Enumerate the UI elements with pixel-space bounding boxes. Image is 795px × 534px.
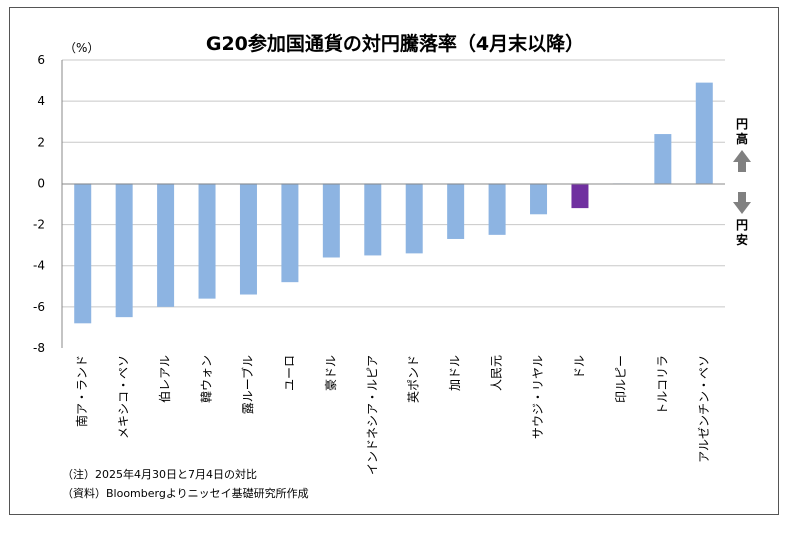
y-tick-label: 0 [37,176,45,190]
up-arrow-icon [733,150,751,172]
chart-frame [9,7,779,515]
y-tick-label: 4 [37,94,45,108]
y-tick-label: 6 [37,53,45,67]
x-category-label: トルコリラ [655,355,669,415]
x-category-label: 露ルーブル [240,355,255,414]
bars [74,82,713,324]
note-line: （注）2025年4月30日と7月4日の対比 [62,467,257,481]
x-category-label: ユーロ [282,355,296,391]
bar [447,183,465,239]
yen-down-label-1: 円 [736,218,748,232]
x-category-label: サウジ・リヤル [531,355,545,439]
y-axis-ticks: 6 4 2 0 -2 -4 -6 -8 [33,53,45,355]
down-arrow-icon [733,192,751,214]
x-category-label: 印ルピー [614,355,628,403]
y-tick-label: -4 [33,259,45,273]
x-category-label: 豪ドル [323,355,338,391]
x-category-label: 英ポンド [407,355,421,403]
bar [405,183,423,254]
x-category-label: 韓ウォン [200,355,214,403]
bar [281,183,299,283]
bar [198,183,216,299]
y-tick-label: 2 [37,135,45,149]
bar [239,183,257,295]
bar [157,183,175,307]
y-unit-label: （%） [64,41,99,55]
yen-up-label-2: 高 [736,131,748,146]
x-category-label: メキシコ・ペソ [117,355,131,439]
bar [695,82,713,184]
bar [654,134,672,184]
y-tick-label: -6 [33,300,45,314]
x-category-label: アルゼンチン・ペソ [697,355,711,463]
x-category-label: 伯レアル [157,355,172,403]
yen-up-label-1: 円 [736,117,748,131]
bar [322,183,340,258]
x-category-label: 南ア・ランド [74,355,89,427]
bar [530,183,548,215]
bar [571,183,589,209]
x-category-label: インドネシア・ルピア [365,355,379,475]
bar [115,183,133,318]
y-tick-label: -2 [33,218,45,232]
x-category-label: 加ドル [448,355,462,391]
bar [364,183,382,256]
yen-down-label-2: 安 [736,232,748,247]
bar [488,183,506,235]
category-labels: 南ア・ランド メキシコ・ペソ 伯レアル 韓ウォン 露ルーブル ユーロ 豪ドル インドネシア・ル… [74,355,711,475]
x-category-label: 人民元 [490,355,504,391]
x-category-label: ドル [572,355,586,379]
chart-title: G20参加国通貨の対円騰落率（4月末以降） [206,32,584,55]
bar [74,183,92,324]
source-line: （資料）Bloombergよりニッセイ基礎研究所作成 [62,486,309,500]
y-tick-label: -8 [33,341,45,355]
